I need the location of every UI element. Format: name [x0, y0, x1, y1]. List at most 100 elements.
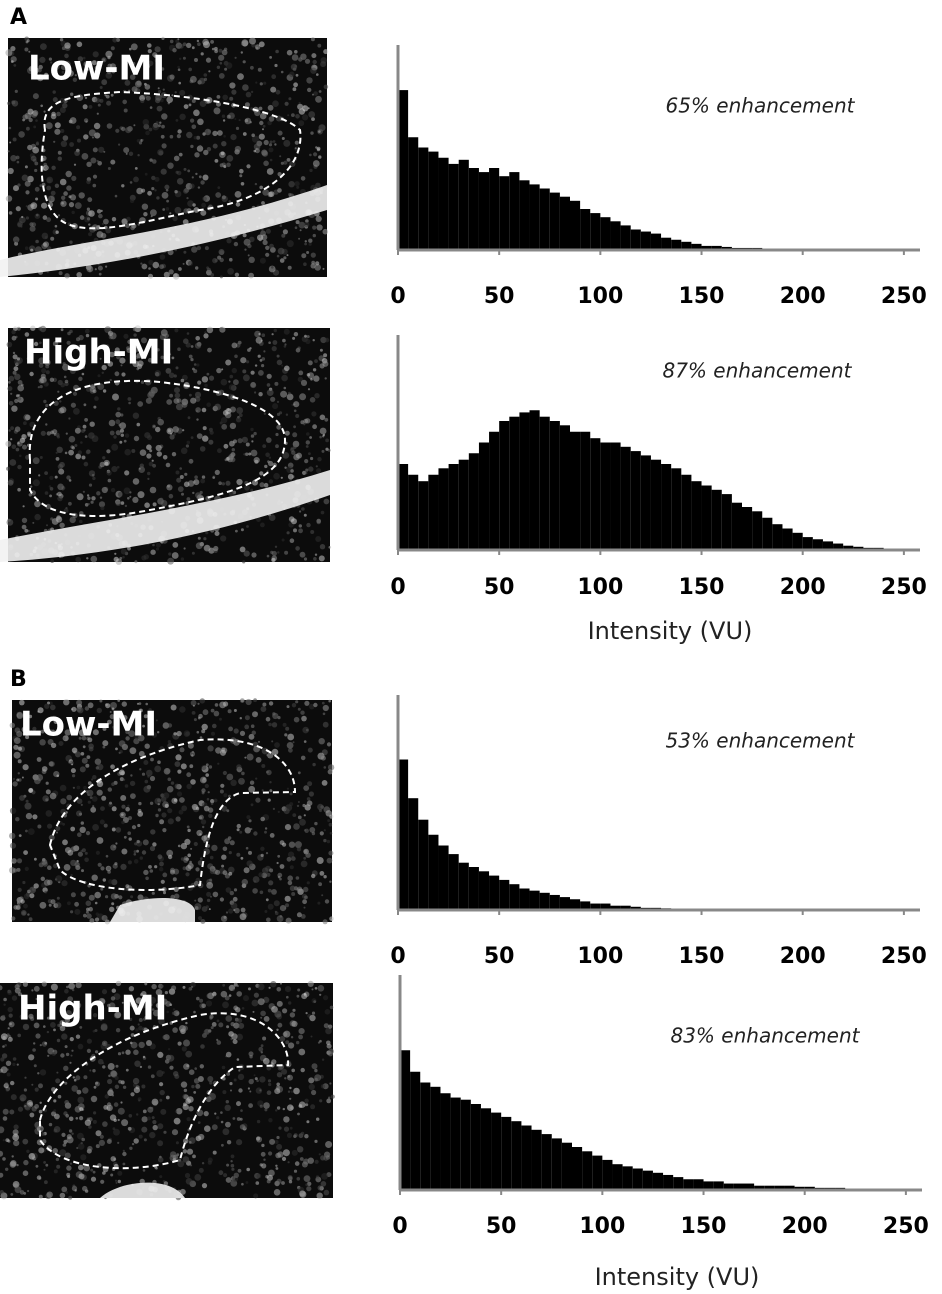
speckle-dot [113, 435, 116, 438]
speckle-dot [2, 1045, 5, 1048]
speckle-dot [136, 850, 139, 853]
speckle-dot [42, 233, 49, 240]
histogram-bar [430, 1087, 440, 1190]
speckle-dot [97, 160, 99, 162]
speckle-dot [248, 851, 252, 855]
speckle-dot [145, 780, 149, 784]
speckle-dot [116, 1028, 120, 1032]
speckle-dot [246, 847, 249, 850]
speckle-dot [17, 858, 22, 863]
histogram-bar [459, 863, 469, 910]
speckle-dot [93, 184, 97, 188]
speckle-dot [296, 74, 299, 77]
speckle-dot [311, 1090, 316, 1095]
speckle-dot [241, 857, 244, 860]
histogram-bar [449, 464, 459, 550]
speckle-dot [316, 1175, 319, 1178]
speckle-dot [198, 916, 202, 920]
speckle-dot [59, 462, 65, 468]
speckle-dot [266, 852, 268, 854]
speckle-dot [179, 58, 181, 60]
speckle-dot [199, 815, 204, 820]
speckle-dot [115, 195, 118, 198]
speckle-dot [172, 552, 179, 559]
speckle-dot [71, 892, 76, 897]
speckle-dot [60, 785, 67, 792]
speckle-dot [229, 994, 232, 997]
speckle-dot [185, 1051, 192, 1058]
speckle-dot [174, 156, 180, 162]
histogram-bar [560, 197, 570, 250]
speckle-dot [55, 902, 61, 908]
speckle-dot [50, 237, 54, 241]
speckle-dot [292, 1009, 295, 1012]
speckle-dot [194, 718, 197, 721]
speckle-dot [330, 1006, 334, 1010]
speckle-dot [203, 777, 206, 780]
speckle-dot [262, 128, 264, 130]
speckle-dot [228, 727, 233, 732]
speckle-dot [87, 755, 91, 759]
speckle-dot [221, 865, 224, 868]
speckle-dot [323, 353, 327, 357]
speckle-dot [183, 1149, 187, 1153]
speckle-dot [197, 42, 201, 46]
speckle-dot [312, 226, 316, 230]
speckle-dot [156, 547, 159, 550]
speckle-dot [318, 1185, 323, 1190]
speckle-dot [50, 559, 54, 563]
speckle-dot [267, 374, 272, 379]
speckle-dot [186, 874, 189, 877]
speckle-dot [291, 856, 296, 861]
speckle-dot [89, 918, 94, 923]
speckle-dot [277, 855, 280, 858]
speckle-dot [101, 796, 106, 801]
speckle-dot [15, 426, 21, 432]
speckle-dot [174, 387, 180, 393]
speckle-dot [204, 545, 211, 552]
speckle-dot [94, 1086, 97, 1089]
speckle-dot [295, 114, 300, 119]
x-tick-label: 150 [679, 284, 725, 309]
speckle-dot [100, 462, 105, 467]
speckle-dot [111, 466, 117, 472]
speckle-dot [269, 479, 273, 483]
speckle-dot [92, 474, 95, 477]
speckle-dot [26, 813, 32, 819]
speckle-dot [31, 1084, 33, 1086]
speckle-dot [284, 345, 287, 348]
speckle-dot [26, 1150, 29, 1153]
speckle-dot [251, 450, 258, 457]
speckle-dot [214, 1113, 216, 1115]
speckle-dot [230, 780, 236, 786]
speckle-dot [229, 258, 233, 262]
speckle-dot [267, 389, 274, 396]
speckle-dot [123, 1150, 125, 1152]
speckle-dot [237, 985, 239, 987]
speckle-dot [30, 1113, 35, 1118]
speckle-dot [280, 224, 283, 227]
speckle-dot [227, 268, 234, 275]
histogram-bar [722, 494, 732, 550]
speckle-dot [151, 1107, 154, 1110]
speckle-dot [320, 428, 327, 435]
speckle-dot [255, 183, 257, 185]
speckle-dot [25, 830, 28, 833]
speckle-dot [190, 145, 193, 148]
speckle-dot [236, 202, 241, 207]
speckle-dot [227, 115, 231, 119]
speckle-dot [194, 1174, 201, 1181]
speckle-dot [154, 865, 157, 868]
speckle-dot [11, 60, 14, 63]
speckle-dot [53, 1109, 56, 1112]
histogram-bar [570, 899, 580, 910]
speckle-dot [125, 807, 130, 812]
speckle-dot [246, 164, 250, 168]
speckle-dot [22, 445, 27, 450]
speckle-dot [241, 528, 244, 531]
speckle-dot [295, 147, 297, 149]
speckle-dot [226, 1164, 229, 1167]
speckle-dot [151, 187, 154, 190]
speckle-dot [129, 496, 131, 498]
speckle-dot [324, 85, 329, 90]
